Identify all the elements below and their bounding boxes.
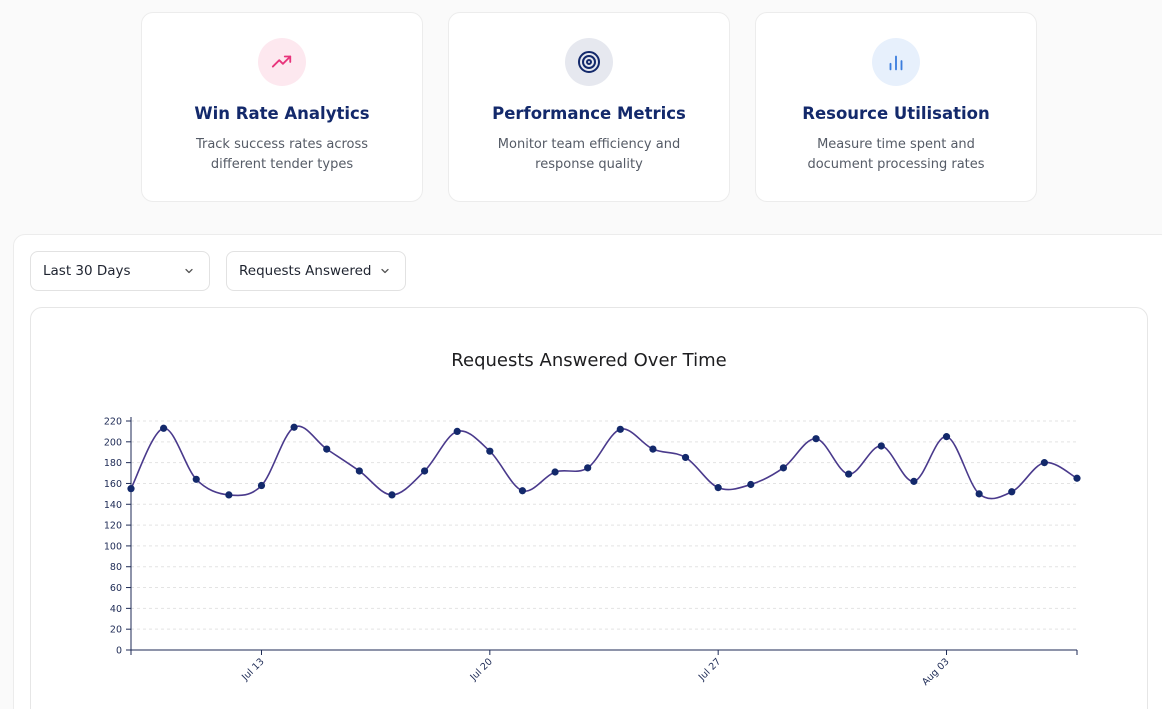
data-point [453,427,461,436]
data-point [518,487,527,495]
y-tick-label: 40 [110,604,122,615]
card-resource[interactable]: Resource Utilisation Measure time spent … [755,12,1037,202]
data-point [257,481,266,490]
card-icon-badge [565,38,613,86]
data-point [388,491,396,499]
metric-value: Requests Answered [239,263,372,279]
y-tick-label: 180 [104,458,122,469]
data-point [584,464,592,472]
data-point [649,445,657,453]
data-point [747,480,755,489]
data-point [779,464,788,472]
date-range-value: Last 30 Days [43,263,131,279]
date-range-select[interactable]: Last 30 Days [30,251,210,291]
data-point [616,425,624,433]
card-title: Win Rate Analytics [194,104,370,123]
data-point [160,424,168,432]
y-tick-label: 20 [110,625,122,636]
data-point [877,442,885,450]
card-description: Monitor team efficiency and response qua… [497,137,681,172]
bar-chart-icon [889,55,903,71]
data-point [942,433,951,441]
x-tick-label: Jul 27 [696,656,723,683]
y-tick-label: 80 [110,562,122,573]
data-point [290,423,298,431]
y-tick-label: 200 [104,437,122,448]
data-point [192,475,200,483]
card-description: Track success rates across different ten… [195,137,369,172]
data-point [355,467,363,475]
data-point [420,467,429,475]
card-performance[interactable]: Performance Metrics Monitor team efficie… [448,12,730,202]
data-point [681,453,690,462]
chevron-down-icon [381,268,389,274]
y-tick-label: 100 [104,541,122,552]
series-line [130,425,1078,500]
data-point [225,491,233,499]
y-tick-label: 220 [104,417,122,428]
trending-up-icon [271,55,292,68]
card-icon-badge [258,38,306,86]
target-icon [578,51,600,73]
data-point [714,484,722,492]
card-title: Resource Utilisation [802,104,990,123]
y-tick-label: 160 [104,479,122,490]
data-point [551,468,559,476]
metric-select[interactable]: Requests Answered [226,251,406,291]
feature-cards: Win Rate Analytics Track success rates a… [141,12,1037,202]
card-win-rate[interactable]: Win Rate Analytics Track success rates a… [141,12,423,202]
data-point [323,445,331,453]
data-point [486,447,494,455]
data-point [1073,474,1081,482]
card-icon-badge [872,38,920,86]
data-point [1008,488,1016,496]
x-tick-label: Aug 03 [920,656,952,688]
x-tick-label: Jul 13 [239,656,266,683]
chevron-down-icon [185,268,193,274]
card-title: Performance Metrics [492,104,686,123]
chart-title: Requests Answered Over Time [451,350,727,371]
card-description: Measure time spent and document processi… [807,137,985,172]
chart-container: Requests Answered Over Time 0 20 40 60 80 100… [30,307,1148,709]
x-tick-label: Jul 20 [468,656,495,683]
y-tick-label: 120 [104,521,122,532]
data-point [910,477,918,485]
line-chart: 0 20 40 60 80 100 120 140 160 180 200 220 Jul 13 Jul … [104,417,1081,688]
data-point [127,485,135,493]
analytics-panel: Last 30 Days Requests Answered Requests … [13,234,1162,709]
y-tick-label: 60 [110,583,122,594]
y-tick-label: 140 [104,500,122,511]
data-point [1040,459,1048,467]
data-point [975,490,983,498]
y-tick-label: 0 [116,646,122,657]
data-point [845,470,853,478]
data-point [812,435,820,443]
